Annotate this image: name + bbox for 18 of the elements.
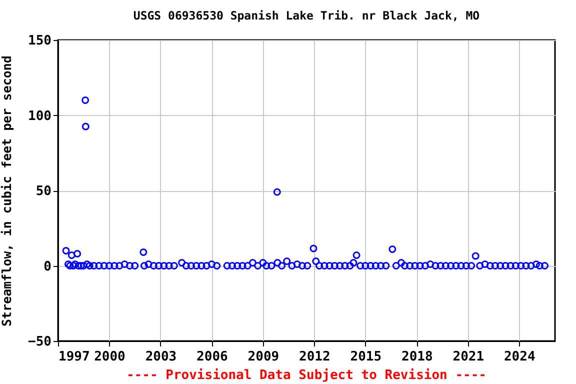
x-tick-label: 2006 [196,350,228,364]
text: ---- Provisional Data Subject to Revision ---- [126,368,487,383]
x-tick-label: 2015 [350,350,382,364]
x-tick-label: 2012 [299,350,330,364]
x-tick-label: 2021 [452,350,484,364]
y-axis-title: Streamflow, in cubic feet per second [0,56,14,326]
y-tick-label: 150 [28,34,52,48]
y-tick-label: 100 [28,108,52,124]
x-tick-label: 2000 [94,350,126,364]
x-tick-label: 2003 [145,350,177,364]
x-tick-label: 2024 [504,350,536,364]
chart-title: USGS 06936530 Spanish Lake Trib. nr Black Jack, MO [133,8,480,22]
y-tick-label: 50 [36,184,52,199]
x-tick-label: 2018 [402,350,433,364]
y-tick-label: 0 [44,259,52,274]
x-tick-label: 1997 [58,350,90,364]
y-tick-label: −50 [28,334,52,350]
x-tick-label: 2009 [248,350,280,364]
